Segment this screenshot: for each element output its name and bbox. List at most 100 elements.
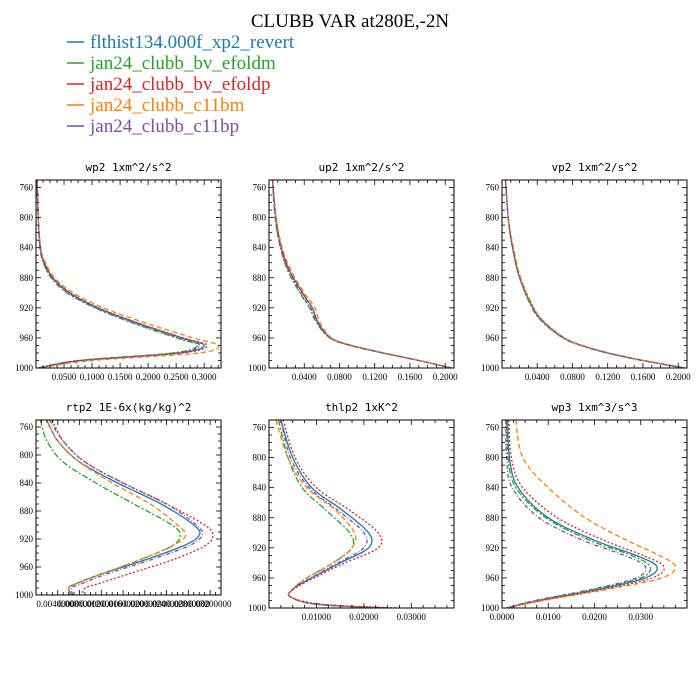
series-line: [36, 180, 208, 368]
series-line: [39, 420, 181, 595]
series-line: [271, 180, 452, 368]
y-tick-label: 760: [253, 423, 267, 433]
x-tick-label: 0.1200: [595, 372, 620, 382]
panel-3: vp2 1xm^2/s^2 760 800 840 880 920 960 1000 0.040…: [481, 161, 691, 382]
series-line: [36, 180, 201, 368]
legend: flthist134.000f_xp2_revertjan24_clubb_bv…: [67, 32, 295, 137]
y-tick-label: 960: [253, 573, 267, 583]
y-tick-label: 1000: [15, 363, 34, 373]
y-tick-label: 960: [20, 333, 34, 343]
x-tick-label: 0.02400000: [145, 599, 188, 609]
y-tick-label: 840: [253, 243, 267, 253]
y-tick-label: 840: [20, 478, 34, 488]
plot-frame: [35, 419, 222, 596]
y-tick-label: 800: [253, 213, 267, 223]
series-line: [36, 180, 220, 368]
y-tick-label: 760: [20, 183, 34, 193]
series-line: [504, 180, 685, 368]
y-tick-label: 920: [253, 543, 267, 553]
plot-frame: [268, 419, 455, 609]
series-line: [46, 420, 187, 595]
series-line: [504, 180, 685, 368]
series-line: [36, 180, 199, 368]
panel-title: wp2 1xm^2/s^2: [85, 161, 171, 174]
x-tick-label: 0.0500: [52, 372, 77, 382]
series-line: [49, 420, 204, 595]
y-tick-label: 840: [486, 483, 500, 493]
panel-4: rtp2 1E-6x(kg/kg)^2 760 800 840 880 920 960 100…: [15, 401, 232, 609]
y-tick-label: 800: [20, 213, 34, 223]
y-tick-label: 960: [486, 333, 500, 343]
series-group: [504, 180, 685, 368]
panel-grid: wp2 1xm^2/s^2 760 800 840 880 920 960 1000 0.050…: [15, 161, 691, 622]
series-line: [505, 420, 647, 608]
y-tick-label: 760: [486, 423, 500, 433]
series-group: [505, 420, 677, 608]
series-line: [504, 180, 685, 368]
series-line: [275, 420, 388, 608]
y-tick-label: 920: [253, 303, 267, 313]
plot-frame: [35, 179, 222, 369]
y-tick-label: 880: [20, 273, 34, 283]
panel-title: vp2 1xm^2/s^2: [551, 161, 637, 174]
series-line: [280, 420, 388, 608]
x-tick-label: 0.02000: [349, 612, 379, 622]
x-tick-label: 0.03200000: [189, 599, 232, 609]
panel-title: up2 1xm^2/s^2: [318, 161, 404, 174]
x-tick-label: 0.03000: [397, 612, 427, 622]
y-tick-label: 880: [486, 273, 500, 283]
series-line: [506, 420, 665, 608]
panel-title: rtp2 1E-6x(kg/kg)^2: [66, 401, 192, 414]
x-tick-label: 0.0200: [582, 612, 607, 622]
legend-entry: jan24_clubb_c11bm: [89, 95, 245, 116]
x-tick-label: 0.00800000: [58, 599, 101, 609]
y-tick-label: 1000: [248, 603, 267, 613]
series-line: [277, 420, 388, 608]
y-tick-label: 920: [20, 303, 34, 313]
x-tick-label: 0.0100: [536, 612, 561, 622]
x-tick-label: 0.1200: [362, 372, 387, 382]
x-tick-label: 0.2000: [136, 372, 161, 382]
series-line: [505, 420, 652, 608]
y-tick-label: 880: [253, 513, 267, 523]
x-tick-label: 0.0400: [292, 372, 317, 382]
x-tick-label: 0.1600: [398, 372, 423, 382]
y-tick-label: 1000: [481, 603, 500, 613]
x-tick-label: 0.1600: [631, 372, 656, 382]
y-tick-label: 800: [486, 213, 500, 223]
x-tick-label: 0.0800: [560, 372, 585, 382]
y-tick-label: 1000: [481, 363, 500, 373]
series-group: [36, 180, 220, 368]
x-tick-label: 0.01600000: [102, 599, 145, 609]
x-tick-label: 0.2000: [666, 372, 691, 382]
series-line: [504, 180, 685, 368]
y-tick-label: 880: [253, 273, 267, 283]
y-tick-label: 920: [486, 543, 500, 553]
y-tick-label: 960: [20, 562, 34, 572]
x-tick-label: 0.02800000: [167, 599, 210, 609]
x-tick-label: 0.1500: [108, 372, 133, 382]
y-tick-label: 1000: [248, 363, 267, 373]
series-line: [271, 180, 452, 368]
series-group: [275, 420, 398, 608]
y-tick-label: 760: [20, 422, 34, 432]
x-tick-label: 0.0000: [490, 612, 515, 622]
x-tick-label: 0.01000: [302, 612, 332, 622]
legend-entry: jan24_clubb_bv_efoldm: [89, 53, 276, 74]
panel-1: wp2 1xm^2/s^2 760 800 840 880 920 960 1000 0.050…: [15, 161, 222, 382]
y-tick-label: 800: [20, 450, 34, 460]
panel-2: up2 1xm^2/s^2 760 800 840 880 920 960 1000 0.040…: [248, 161, 458, 382]
y-tick-label: 800: [486, 453, 500, 463]
y-tick-label: 840: [20, 243, 34, 253]
series-group: [271, 180, 452, 368]
legend-entry: jan24_clubb_bv_efoldp: [89, 74, 270, 95]
series-line: [504, 180, 685, 368]
series-line: [506, 420, 658, 608]
series-group: [39, 420, 214, 595]
x-tick-label: 0.00400000: [36, 599, 79, 609]
y-tick-label: 880: [486, 513, 500, 523]
series-line: [51, 420, 214, 595]
panel-title: thlp2 1xK^2: [325, 401, 398, 414]
plot-frame: [501, 419, 688, 609]
legend-entry: flthist134.000f_xp2_revert: [90, 32, 295, 53]
